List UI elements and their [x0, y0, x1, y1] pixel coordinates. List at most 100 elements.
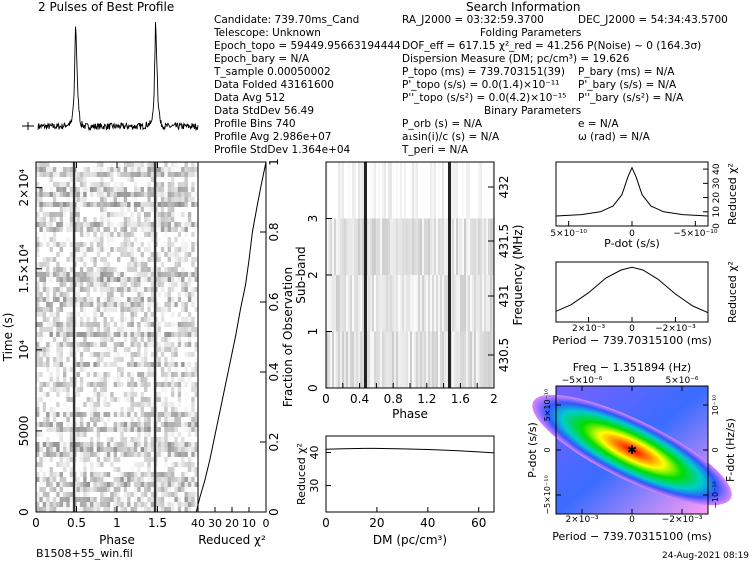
time-phase-cell [120, 507, 125, 513]
time-phase-cell [117, 387, 121, 393]
time-phase-cell [36, 357, 40, 363]
time-phase-cell [147, 412, 152, 418]
time-phase-cell [160, 242, 165, 248]
time-phase-cell [52, 472, 57, 478]
subband-cell [338, 331, 341, 389]
time-phase-cell [90, 172, 94, 178]
time-phase-cell [83, 202, 87, 208]
time-phase-cell [90, 387, 94, 393]
time-phase-cell [103, 307, 108, 313]
time-phase-cell [56, 457, 60, 463]
time-phase-cell [106, 422, 111, 428]
time-phase-cell [171, 182, 175, 188]
time-phase-cell [157, 242, 162, 248]
time-phase-cell [147, 417, 152, 423]
time-phase-cell [144, 302, 148, 308]
time-phase-cell [174, 447, 179, 453]
time-phase-cell [127, 507, 131, 513]
time-phase-cell [187, 467, 192, 473]
time-phase-cell [150, 242, 155, 248]
time-phase-cell [130, 467, 135, 473]
time-phase-cell [69, 202, 74, 208]
time-phase-cell [46, 247, 50, 253]
y-axis-label: Reduced χ² [295, 443, 308, 505]
time-phase-cell [79, 207, 84, 213]
time-phase-cell [177, 242, 182, 248]
time-phase-cell [157, 452, 162, 458]
time-phase-cell [137, 402, 141, 408]
time-phase-cell [110, 317, 114, 323]
time-phase-cell [63, 327, 67, 333]
time-phase-cell [52, 457, 57, 463]
time-phase-cell [46, 232, 50, 238]
time-phase-cell [46, 372, 50, 378]
time-phase-cell [63, 422, 67, 428]
time-phase-cell [167, 162, 172, 168]
time-phase-cell [181, 292, 185, 298]
time-phase-cell [140, 372, 145, 378]
time-phase-cell [110, 332, 114, 338]
time-phase-cell [177, 392, 182, 398]
time-phase-cell [66, 337, 71, 343]
time-phase-cell [187, 297, 192, 303]
time-phase-cell [147, 207, 152, 213]
time-phase-cell [120, 302, 125, 308]
time-phase-cell [39, 342, 44, 348]
time-phase-cell [130, 387, 135, 393]
time-phase-cell [79, 397, 84, 403]
time-phase-cell [177, 367, 182, 373]
time-phase-cell [140, 247, 145, 253]
time-phase-cell [36, 482, 40, 488]
time-phase-cell [164, 392, 168, 398]
time-phase-cell [137, 377, 141, 383]
time-phase-cell [194, 372, 199, 378]
time-phase-cell [137, 387, 141, 393]
time-phase-cell [100, 397, 104, 403]
time-phase-cell [127, 377, 131, 383]
time-phase-cell [144, 222, 148, 228]
time-phase-cell [187, 347, 192, 353]
time-phase-cell [174, 302, 179, 308]
time-phase-cell [103, 162, 108, 168]
time-phase-cell [100, 167, 104, 173]
time-phase-cell [120, 432, 125, 438]
time-phase-cell [167, 322, 172, 328]
time-phase-cell [157, 207, 162, 213]
time-phase-cell [56, 252, 60, 258]
time-phase-cell [42, 412, 47, 418]
time-phase-cell [59, 162, 64, 168]
time-phase-cell [174, 207, 179, 213]
time-phase-cell [83, 432, 87, 438]
time-phase-cell [181, 342, 185, 348]
time-phase-cell [167, 302, 172, 308]
time-phase-cell [174, 377, 179, 383]
time-phase-cell [52, 312, 57, 318]
time-phase-cell [160, 437, 165, 443]
time-phase-cell [39, 447, 44, 453]
time-phase-cell [36, 232, 40, 238]
time-phase-cell [123, 287, 128, 293]
time-phase-cell [117, 382, 121, 388]
time-phase-cell [76, 252, 81, 258]
time-phase-cell [39, 397, 44, 403]
subband-cell [330, 218, 333, 276]
time-phase-cell [100, 162, 104, 168]
subband-cell [346, 331, 349, 389]
time-phase-cell [133, 367, 138, 373]
time-phase-cell [79, 227, 84, 233]
time-phase-cell [100, 372, 104, 378]
time-phase-cell [66, 392, 71, 398]
time-phase-cell [123, 347, 128, 353]
time-phase-cell [191, 172, 195, 178]
time-phase-cell [63, 277, 67, 283]
time-phase-cell [36, 387, 40, 393]
time-phase-cell [36, 362, 40, 368]
time-phase-cell [100, 507, 104, 513]
time-phase-cell [46, 382, 50, 388]
time-phase-cell [140, 477, 145, 483]
x-tick-label: 40 [420, 516, 435, 530]
time-phase-cell [157, 287, 162, 293]
time-phase-cell [106, 397, 111, 403]
time-phase-cell [59, 182, 64, 188]
subband-pulse-1 [447, 162, 451, 388]
